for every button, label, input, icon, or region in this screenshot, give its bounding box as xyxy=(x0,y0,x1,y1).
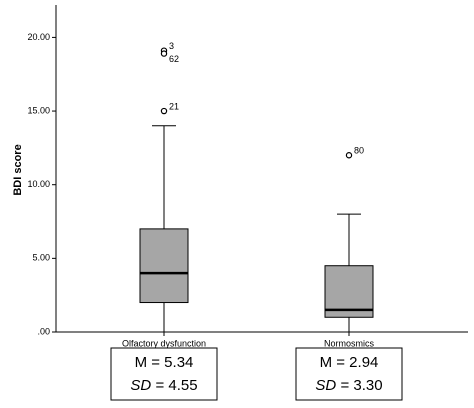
x-tick-label: Normosmics xyxy=(324,338,375,348)
stats-mean: M = 5.34 xyxy=(135,354,194,371)
outlier-label: 80 xyxy=(354,146,364,156)
y-axis-label: BDI score xyxy=(12,144,24,195)
y-tick-label: .00 xyxy=(37,326,50,336)
box xyxy=(139,228,189,304)
outlier-label: 62 xyxy=(169,54,179,64)
outlier xyxy=(345,152,353,159)
stats-sd-label: SD xyxy=(130,377,151,394)
stats-mean: M = 2.94 xyxy=(320,354,379,371)
stats-sd: SD = 4.55 xyxy=(130,377,197,394)
y-tick-label: 10.00 xyxy=(27,179,50,189)
outlier xyxy=(160,107,168,115)
stats-sd-value: = 4.55 xyxy=(155,377,197,394)
y-tick-label: 20.00 xyxy=(27,32,50,42)
y-tick-label: 15.00 xyxy=(27,105,50,115)
stats-sd-label: SD xyxy=(315,377,336,394)
outlier-label: 3 xyxy=(169,41,174,51)
stats-box xyxy=(110,347,218,401)
stats-sd-value: = 3.30 xyxy=(340,377,382,394)
stats-box xyxy=(295,347,403,401)
x-tick-label: Olfactory dysfunction xyxy=(122,338,206,348)
stats-sd: SD = 3.30 xyxy=(315,377,382,394)
outlier xyxy=(160,50,168,57)
outlier-label: 21 xyxy=(169,101,179,111)
y-tick-label: 5.00 xyxy=(32,253,50,263)
